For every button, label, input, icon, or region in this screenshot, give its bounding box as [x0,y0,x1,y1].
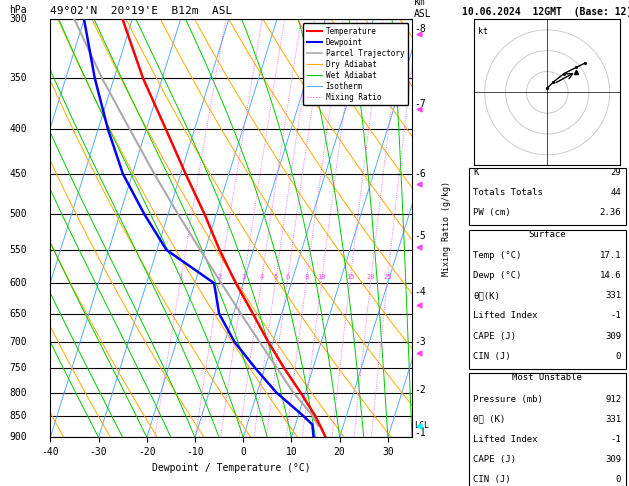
Text: Dewp (°C): Dewp (°C) [474,271,521,280]
Text: 2.36: 2.36 [599,208,621,217]
Text: 4: 4 [259,274,264,280]
Text: 1: 1 [179,274,183,280]
Text: 750: 750 [9,363,27,373]
Text: -1: -1 [610,312,621,320]
Text: 44: 44 [610,188,621,197]
Text: θᴇ (K): θᴇ (K) [474,415,506,424]
Text: θᴇ(K): θᴇ(K) [474,291,500,300]
Text: -1: -1 [414,428,426,438]
Text: 550: 550 [9,245,27,255]
Text: -3: -3 [414,337,426,347]
Text: -1: -1 [610,435,621,444]
Text: PW (cm): PW (cm) [474,208,511,217]
Text: 17.1: 17.1 [599,251,621,260]
Text: 912: 912 [605,395,621,403]
Text: 350: 350 [9,73,27,83]
Text: -4: -4 [414,287,426,297]
Text: Lifted Index: Lifted Index [474,312,538,320]
Bar [469,230,626,369]
Text: 15: 15 [346,274,354,280]
Text: 800: 800 [9,388,27,398]
Text: -7: -7 [414,99,426,109]
Text: 450: 450 [9,169,27,179]
Legend: Temperature, Dewpoint, Parcel Trajectory, Dry Adiabat, Wet Adiabat, Isotherm, Mi: Temperature, Dewpoint, Parcel Trajectory… [303,23,408,105]
Text: 2: 2 [218,274,222,280]
Text: 850: 850 [9,411,27,421]
Text: 10: 10 [318,274,326,280]
Text: 0: 0 [616,475,621,485]
Text: Pressure (mb): Pressure (mb) [474,395,543,403]
Bar [469,168,626,226]
Text: CAPE (J): CAPE (J) [474,331,516,341]
Text: Totals Totals: Totals Totals [474,188,543,197]
Text: CAPE (J): CAPE (J) [474,455,516,464]
Text: km: km [414,0,426,7]
Text: LCL: LCL [414,421,429,430]
Text: kt: kt [479,27,489,36]
Text: Surface: Surface [528,230,566,239]
X-axis label: Dewpoint / Temperature (°C): Dewpoint / Temperature (°C) [152,463,311,473]
Text: -2: -2 [414,385,426,395]
Text: 49°02'N  20°19'E  B12m  ASL: 49°02'N 20°19'E B12m ASL [50,6,233,16]
Text: 3: 3 [242,274,246,280]
Text: 20: 20 [367,274,375,280]
Bar [469,373,626,486]
Text: 10.06.2024  12GMT  (Base: 12): 10.06.2024 12GMT (Base: 12) [462,7,629,17]
Text: Temp (°C): Temp (°C) [474,251,521,260]
Text: 25: 25 [383,274,392,280]
Text: 309: 309 [605,455,621,464]
Text: 331: 331 [605,291,621,300]
Text: 8: 8 [304,274,309,280]
Text: 331: 331 [605,415,621,424]
Text: 5: 5 [274,274,278,280]
Text: Mixing Ratio (g/kg): Mixing Ratio (g/kg) [442,181,451,276]
Text: K: K [474,168,479,177]
Text: 29: 29 [610,168,621,177]
Text: 14.6: 14.6 [599,271,621,280]
Text: Most Unstable: Most Unstable [512,373,582,382]
Text: -5: -5 [414,231,426,241]
Text: 300: 300 [9,15,27,24]
Text: 6: 6 [286,274,289,280]
Text: 0: 0 [616,352,621,361]
Text: hPa: hPa [9,5,27,15]
Text: CIN (J): CIN (J) [474,352,511,361]
Text: CIN (J): CIN (J) [474,475,511,485]
Text: 650: 650 [9,309,27,319]
Text: -6: -6 [414,169,426,179]
Text: ASL: ASL [414,9,431,19]
Text: 500: 500 [9,209,27,219]
Text: -8: -8 [414,24,426,35]
Text: Lifted Index: Lifted Index [474,435,538,444]
Text: 400: 400 [9,124,27,134]
Text: 309: 309 [605,331,621,341]
Text: 600: 600 [9,278,27,288]
Text: 700: 700 [9,337,27,347]
Text: 900: 900 [9,433,27,442]
